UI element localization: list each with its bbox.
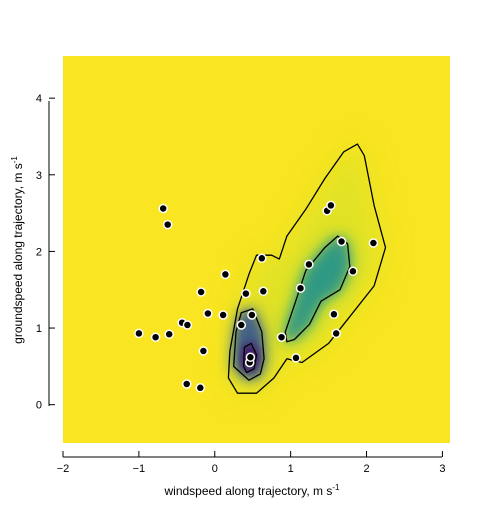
scatter-point [150, 332, 161, 342]
scatter-point [198, 346, 209, 356]
scatter-point [164, 329, 174, 339]
contour-line [284, 235, 351, 343]
scatter-point [258, 286, 269, 297]
scatter-point [195, 383, 206, 393]
scatter-point [295, 283, 306, 293]
x-axis-label-superscript: -1 [332, 483, 340, 492]
density-blob [285, 236, 350, 342]
scatter-point [326, 200, 336, 211]
y-axis-label: groundspeed along trajectory, m s-1 [10, 156, 25, 344]
x-tick-label: 0 [212, 463, 218, 475]
y-ticks: 0 1 2 3 4 [36, 93, 55, 412]
scatter-point [182, 320, 193, 330]
scatter-point [218, 310, 228, 320]
y-tick-label: 3 [36, 170, 42, 182]
contour-line [242, 342, 258, 374]
contour-line [227, 143, 387, 394]
scatter-point [257, 253, 267, 264]
scatter-point [203, 308, 213, 319]
scatter-point [134, 328, 144, 339]
x-tick-label: −2 [57, 463, 70, 475]
scatter-point [348, 266, 358, 277]
scatter-points [134, 200, 379, 393]
scatter-point [304, 259, 314, 270]
scatter-point [368, 238, 379, 248]
scatter-point [336, 236, 347, 247]
x-ticks: −2 −1 0 1 2 3 [57, 451, 445, 475]
scatter-point [158, 203, 168, 214]
scatter-point [236, 320, 247, 330]
y-tick-label: 1 [36, 323, 42, 335]
x-tick-label: 2 [363, 463, 369, 475]
y-axis-label-text: groundspeed along trajectory, m s [11, 163, 25, 344]
scatter-point [220, 269, 231, 280]
x-tick-label: 3 [439, 463, 445, 475]
scatter-point [276, 332, 287, 342]
scatter-point [331, 328, 341, 339]
scatter-point [245, 352, 256, 362]
x-tick-label: 1 [288, 463, 294, 475]
y-tick-label: 0 [36, 400, 42, 412]
scatter-point [241, 288, 251, 299]
scatter-point [162, 219, 173, 230]
y-axis-label-superscript: -1 [10, 156, 19, 164]
y-tick-label: 4 [36, 93, 42, 105]
scatter-point [196, 287, 206, 297]
scatter-point [247, 310, 257, 320]
scatter-point [291, 353, 301, 363]
y-tick-label: 2 [36, 246, 42, 258]
x-axis-label: windspeed along trajectory, m s-1 [164, 483, 341, 498]
x-tick-label: −1 [133, 463, 146, 475]
axes [48, 101, 442, 458]
scatter-point [329, 309, 339, 320]
x-axis-label-text: windspeed along trajectory, m s [164, 484, 333, 498]
scatter-point [181, 379, 192, 389]
